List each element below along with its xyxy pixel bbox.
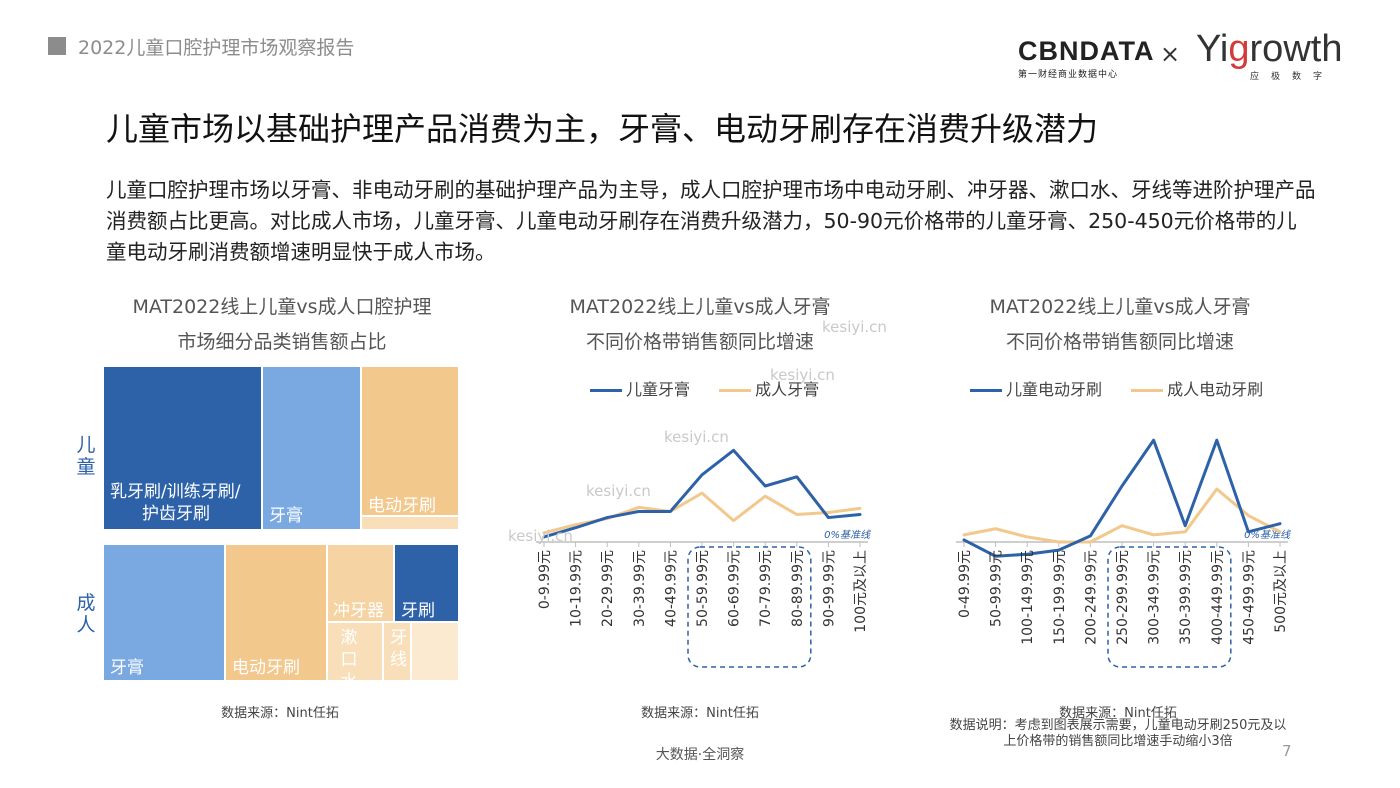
x-tick-label: 300-349.99元 bbox=[1147, 550, 1163, 645]
treemap-cell-label: 牙刷 bbox=[401, 601, 435, 621]
treemap-cell-label: 电动牙刷 bbox=[232, 658, 300, 678]
treemap-cell: 乳牙刷/训练牙刷/ 护齿牙刷 bbox=[104, 367, 263, 529]
x-tick-label: 0-9.99元 bbox=[537, 550, 553, 609]
x-tick-label: 100-149.99元 bbox=[1020, 550, 1036, 645]
x-tick-label: 100元及以上 bbox=[853, 550, 869, 633]
watermark: kesiyi.cn bbox=[586, 482, 651, 500]
treemap-cell: 电动牙刷 bbox=[362, 367, 458, 517]
series-line bbox=[542, 448, 862, 539]
x-tick-label: 10-19.99元 bbox=[569, 550, 585, 627]
treemap-cell: 牙刷 bbox=[395, 545, 458, 623]
description-paragraph: 儿童口腔护理市场以牙膏、非电动牙刷的基础护理产品为主导，成人口腔护理市场中电动牙… bbox=[106, 178, 1316, 264]
treemap-cell-label: 牙线 bbox=[390, 628, 407, 670]
legend-swatch bbox=[1131, 389, 1164, 392]
watermark: kesiyi.cn bbox=[770, 366, 835, 384]
watermark: kesiyi.cn bbox=[508, 527, 573, 545]
chart2-legend: 儿童牙膏 成人牙膏 bbox=[590, 376, 819, 400]
chart3-title-line1: MAT2022线上儿童vs成人牙膏 bbox=[989, 296, 1251, 318]
x-tick-label: 400-449.99元 bbox=[1210, 550, 1226, 645]
chart2-title: MAT2022线上儿童vs成人牙膏 不同价格带销售额同比增速 bbox=[520, 290, 880, 360]
x-tick-label: 450-499.99元 bbox=[1241, 550, 1257, 645]
legend-swatch bbox=[970, 389, 1002, 392]
x-tick-label: 70-79.99元 bbox=[758, 550, 774, 627]
chart3-title-line2: 不同价格带销售额同比增速 bbox=[1005, 331, 1234, 353]
treemap-cell-label: 漱口水 bbox=[340, 628, 358, 692]
x-tick-label: 0-49.99元 bbox=[957, 550, 973, 618]
x-tick-label: 40-49.99元 bbox=[663, 550, 679, 627]
chart3-legend-item: 成人电动牙刷 bbox=[1131, 380, 1263, 399]
treemap-cell bbox=[412, 623, 458, 680]
x-tick-label: 350-399.99元 bbox=[1178, 550, 1194, 645]
treemap-cell: 牙线 bbox=[384, 623, 412, 680]
treemap-cell-label: 乳牙刷/训练牙刷/ 护齿牙刷 bbox=[110, 482, 241, 524]
treemap-cell: 电动牙刷 bbox=[226, 545, 328, 680]
chart2-title-line1: MAT2022线上儿童vs成人牙膏 bbox=[569, 296, 831, 318]
treemap-group-label-adult: 成人 bbox=[76, 592, 96, 636]
series-line bbox=[962, 438, 1282, 558]
chart3-note-line1: 数据说明：考虑到图表展示需要，儿童电动牙刷250元及以 bbox=[949, 718, 1287, 733]
treemap-title-line1: MAT2022线上儿童vs成人口腔护理 bbox=[132, 296, 432, 318]
chart3-note-line2: 上价格带的销售额同比增速手动缩小3倍 bbox=[1003, 734, 1233, 749]
treemap-title-line2: 市场细分品类销售额占比 bbox=[177, 331, 387, 353]
baseline-label: 0%基准线 bbox=[824, 529, 871, 541]
cbndata-logo-subtitle: 第一财经商业数据中心 bbox=[1018, 70, 1119, 80]
treemap-cell: 漱口水 bbox=[328, 623, 384, 692]
x-tick-label: 50-59.99元 bbox=[695, 550, 711, 627]
header-square-marker bbox=[48, 37, 66, 55]
chart2-source: 数据来源：Nint任拓 bbox=[641, 706, 759, 721]
legend-swatch bbox=[590, 389, 622, 392]
highlight-box bbox=[1107, 546, 1232, 668]
treemap-cell-label: 电动牙刷 bbox=[368, 496, 436, 516]
x-tick-label: 80-89.99元 bbox=[790, 550, 806, 627]
chart3-note: 数据说明：考虑到图表展示需要，儿童电动牙刷250元及以 上价格带的销售额同比增速… bbox=[940, 718, 1296, 750]
chart3-source: 数据来源：Nint任拓 bbox=[1059, 706, 1177, 721]
series-line bbox=[962, 487, 1282, 544]
x-tick-label: 250-299.99元 bbox=[1115, 550, 1131, 645]
x-tick-label: 50-99.99元 bbox=[989, 550, 1005, 627]
x-tick-label: 90-99.99元 bbox=[821, 550, 837, 627]
x-tick-label: 200-249.99元 bbox=[1083, 550, 1099, 645]
footer-tagline: 大数据·全洞察 bbox=[655, 747, 745, 763]
treemap-cell-label: 牙膏 bbox=[269, 506, 303, 526]
treemap-source: 数据来源：Nint任拓 bbox=[221, 706, 339, 721]
treemap-cell: 牙膏 bbox=[104, 545, 226, 680]
treemap-cell: 冲牙器 bbox=[328, 545, 395, 623]
x-tick-label: 20-29.99元 bbox=[600, 550, 616, 627]
treemap-group-label-child: 儿童 bbox=[76, 434, 96, 478]
yigrowth-logo-subtitle: 应极数字 bbox=[1250, 72, 1335, 82]
watermark: kesiyi.cn bbox=[822, 318, 887, 336]
chart2-title-line2: 不同价格带销售额同比增速 bbox=[585, 331, 814, 353]
x-tick-label: 150-199.99元 bbox=[1052, 550, 1068, 645]
chart2-line-chart: 0%基准线 0-9.99元 10-19.99元 20-29.99元 30-39.99元 4… bbox=[536, 448, 871, 668]
treemap-cell bbox=[362, 517, 458, 529]
x-tick-label: 30-39.99元 bbox=[632, 550, 648, 627]
treemap-cell-label: 牙膏 bbox=[110, 658, 144, 678]
treemap-cell-label: 冲牙器 bbox=[333, 601, 384, 621]
highlight-box bbox=[687, 546, 812, 668]
treemap-adult-block: 牙膏 电动牙刷 冲牙器 牙刷 漱口水 牙线 bbox=[104, 545, 458, 692]
x-tick-label: 500元及以上 bbox=[1273, 550, 1289, 633]
logo-separator: × bbox=[1160, 40, 1181, 68]
chart2-legend-item: 儿童牙膏 bbox=[590, 380, 690, 399]
report-title: 2022儿童口腔护理市场观察报告 bbox=[78, 37, 355, 59]
page-title: 儿童市场以基础护理产品消费为主，牙膏、电动牙刷存在消费升级潜力 bbox=[106, 110, 1099, 148]
chart3-legend-item: 儿童电动牙刷 bbox=[970, 380, 1102, 399]
chart3-legend: 儿童电动牙刷 成人电动牙刷 bbox=[970, 376, 1263, 400]
legend-swatch bbox=[719, 389, 752, 392]
page-number: 7 bbox=[1282, 742, 1292, 760]
treemap-child-block: 乳牙刷/训练牙刷/ 护齿牙刷 牙膏 电动牙刷 bbox=[104, 367, 458, 529]
chart2-legend-item: 成人牙膏 bbox=[719, 380, 819, 399]
yigrowth-logo: Yigrowth bbox=[1196, 28, 1343, 70]
cbndata-logo: CBNDATA bbox=[1018, 36, 1155, 66]
treemap-cell: 牙膏 bbox=[263, 367, 362, 529]
watermark: kesiyi.cn bbox=[664, 428, 729, 446]
x-tick-label: 60-69.99元 bbox=[727, 550, 743, 627]
treemap-title: MAT2022线上儿童vs成人口腔护理 市场细分品类销售额占比 bbox=[80, 290, 484, 360]
chart3-title: MAT2022线上儿童vs成人牙膏 不同价格带销售额同比增速 bbox=[940, 290, 1300, 360]
